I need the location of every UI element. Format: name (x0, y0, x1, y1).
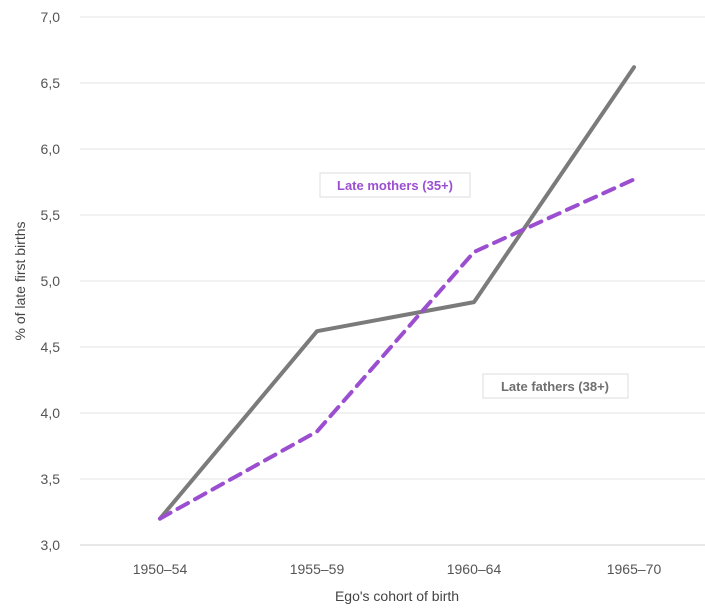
y-tick-label: 3,0 (41, 537, 61, 553)
y-tick-label: 5,0 (41, 273, 61, 289)
y-tick-labels: 3,0 3,5 4,0 4,5 5,0 5,5 6,0 6,5 7,0 (41, 9, 61, 553)
y-tick-label: 3,5 (41, 471, 61, 487)
series-line-late-mothers (158, 177, 636, 521)
y-tick-label: 5,5 (41, 207, 61, 223)
series-lines (158, 65, 636, 521)
legend-box-late-mothers (319, 172, 471, 198)
x-axis-title: Ego's cohort of birth (335, 588, 459, 604)
x-tick-labels: 1950–54 1955–59 1960–64 1965–70 (133, 561, 662, 577)
legend-late-mothers: Late mothers (35+) (319, 172, 471, 198)
y-tick-label: 4,5 (41, 339, 61, 355)
y-tick-label: 6,5 (41, 75, 61, 91)
legend-label-late-fathers: Late fathers (38+) (501, 379, 609, 394)
y-tick-label: 4,0 (41, 405, 61, 421)
gridlines (80, 16, 705, 480)
legend-label-late-mothers: Late mothers (35+) (337, 178, 453, 193)
x-tick-label: 1960–64 (447, 561, 502, 577)
legend-box-late-fathers (482, 373, 629, 399)
x-tick-label: 1965–70 (607, 561, 662, 577)
y-axis-title: % of late first births (12, 221, 28, 340)
series-line-late-fathers (158, 65, 636, 521)
x-tick-label: 1955–59 (290, 561, 345, 577)
x-tick-label: 1950–54 (133, 561, 188, 577)
legend-late-fathers: Late fathers (38+) (482, 373, 629, 399)
y-tick-label: 6,0 (41, 141, 61, 157)
y-tick-label: 7,0 (41, 9, 61, 25)
